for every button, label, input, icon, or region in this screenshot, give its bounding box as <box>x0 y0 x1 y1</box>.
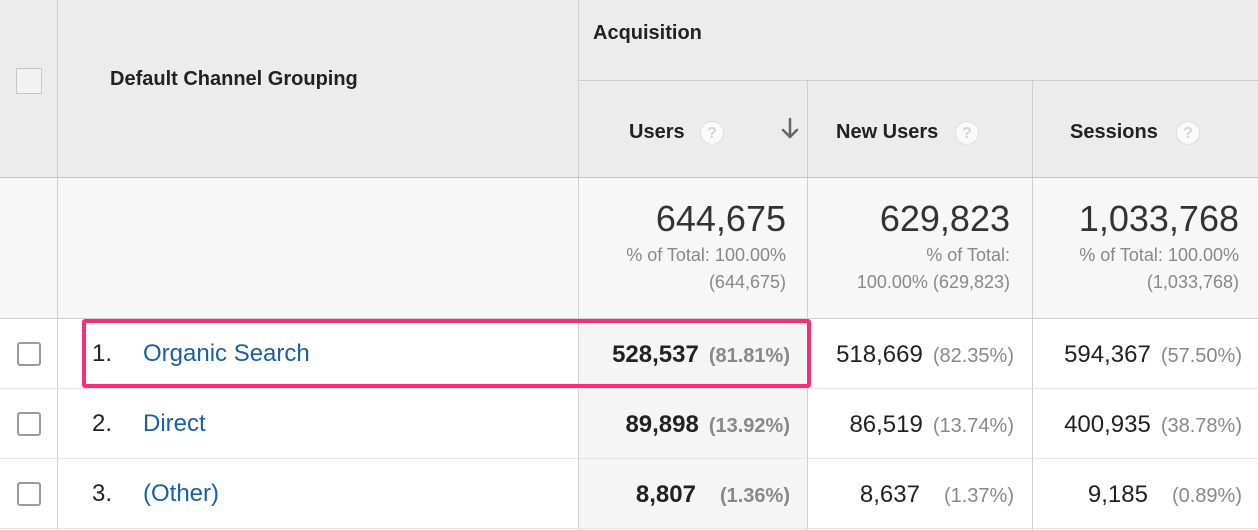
users-help-icon[interactable] <box>700 121 724 145</box>
dimension-header[interactable]: Default Channel Grouping <box>110 68 358 90</box>
row-checkbox[interactable] <box>17 342 41 366</box>
users-cell: 8,807 (1.36%) <box>580 481 790 509</box>
sessions-total-line1: % of Total: 100.00% <box>1079 245 1239 265</box>
table-row: 1. Organic Search 528,537 (81.81%) 518,66… <box>0 319 1258 388</box>
acquisition-group-header: Acquisition <box>593 22 702 44</box>
users-percent: (1.36%) <box>719 485 790 507</box>
users-cell: 528,537 (81.81%) <box>580 341 790 369</box>
new-users-total-value: 629,823 <box>879 198 1010 239</box>
sessions-percent: (0.89%) <box>1171 485 1242 507</box>
new-users-help-icon[interactable] <box>955 121 979 145</box>
new-users-value: 518,669 <box>836 341 923 368</box>
users-percent: (13.92%) <box>708 415 790 437</box>
sessions-cell: 400,935 (38.78%) <box>1033 411 1242 439</box>
table-header <box>0 0 1258 177</box>
select-all-checkbox[interactable] <box>16 68 42 94</box>
new-users-header-label: New Users <box>836 121 939 143</box>
sessions-total-line2: (1,033,768) <box>1146 272 1239 292</box>
arrow-down-icon[interactable] <box>779 116 801 142</box>
row-index: 1. <box>92 340 113 367</box>
new-users-column-header[interactable]: New Users <box>836 121 938 144</box>
sessions-column-header[interactable]: Sessions <box>1070 121 1158 144</box>
sessions-value: 400,935 <box>1064 411 1151 438</box>
new-users-cell: 86,519 (13.74%) <box>808 411 1014 439</box>
row-checkbox[interactable] <box>17 412 41 436</box>
users-value: 528,537 <box>612 341 699 368</box>
sessions-total-value: 1,033,768 <box>1078 198 1239 239</box>
new-users-cell: 518,669 (82.35%) <box>808 341 1014 369</box>
sessions-cell: 9,185 (0.89%) <box>1033 481 1242 509</box>
users-value: 89,898 <box>625 411 699 438</box>
new-users-total-line2: 100.00% (629,823) <box>856 272 1010 292</box>
new-users-cell: 8,637 (1.37%) <box>808 481 1014 509</box>
users-total-line2: (644,675) <box>708 272 786 292</box>
users-total-line1: % of Total: 100.00% <box>626 245 786 265</box>
new-users-value: 8,637 <box>859 481 920 508</box>
new-users-percent: (1.37%) <box>943 485 1014 507</box>
sessions-help-icon[interactable] <box>1176 121 1200 145</box>
users-total: 644,675 % of Total: 100.00% (644,675) <box>580 198 786 296</box>
channel-link-other[interactable]: (Other) <box>143 480 220 507</box>
sessions-header-label: Sessions <box>1070 121 1158 143</box>
sessions-total: 1,033,768 % of Total: 100.00% (1,033,768… <box>1033 198 1239 296</box>
table-row: 3. (Other) 8,807 (1.36%) 8,637 (1.37%) 9,1… <box>0 459 1258 528</box>
sessions-value: 594,367 <box>1064 341 1151 368</box>
sessions-cell: 594,367 (57.50%) <box>1033 341 1242 369</box>
sessions-percent: (38.78%) <box>1160 415 1242 437</box>
row-checkbox[interactable] <box>17 482 41 506</box>
new-users-percent: (13.74%) <box>932 415 1014 437</box>
new-users-value: 86,519 <box>849 411 923 438</box>
table-row: 2. Direct 89,898 (13.92%) 86,519 (13.74%) … <box>0 389 1258 458</box>
users-header-label: Users <box>629 121 685 143</box>
users-total-value: 644,675 <box>655 198 786 239</box>
sorted-column-bg <box>579 318 807 530</box>
new-users-total-line1: % of Total: <box>926 245 1010 265</box>
new-users-percent: (82.35%) <box>932 345 1014 367</box>
users-column-header[interactable]: Users <box>629 121 685 144</box>
sessions-value: 9,185 <box>1087 481 1148 508</box>
row-index: 2. <box>92 410 113 437</box>
users-cell: 89,898 (13.92%) <box>580 411 790 439</box>
users-percent: (81.81%) <box>708 345 790 367</box>
users-value: 8,807 <box>635 481 696 508</box>
totals-row <box>0 178 1258 318</box>
sessions-percent: (57.50%) <box>1160 345 1242 367</box>
channel-link-direct[interactable]: Direct <box>143 410 206 437</box>
new-users-total: 629,823 % of Total: 100.00% (629,823) <box>808 198 1010 296</box>
channel-link-organic-search[interactable]: Organic Search <box>143 340 310 367</box>
row-index: 3. <box>92 480 113 507</box>
